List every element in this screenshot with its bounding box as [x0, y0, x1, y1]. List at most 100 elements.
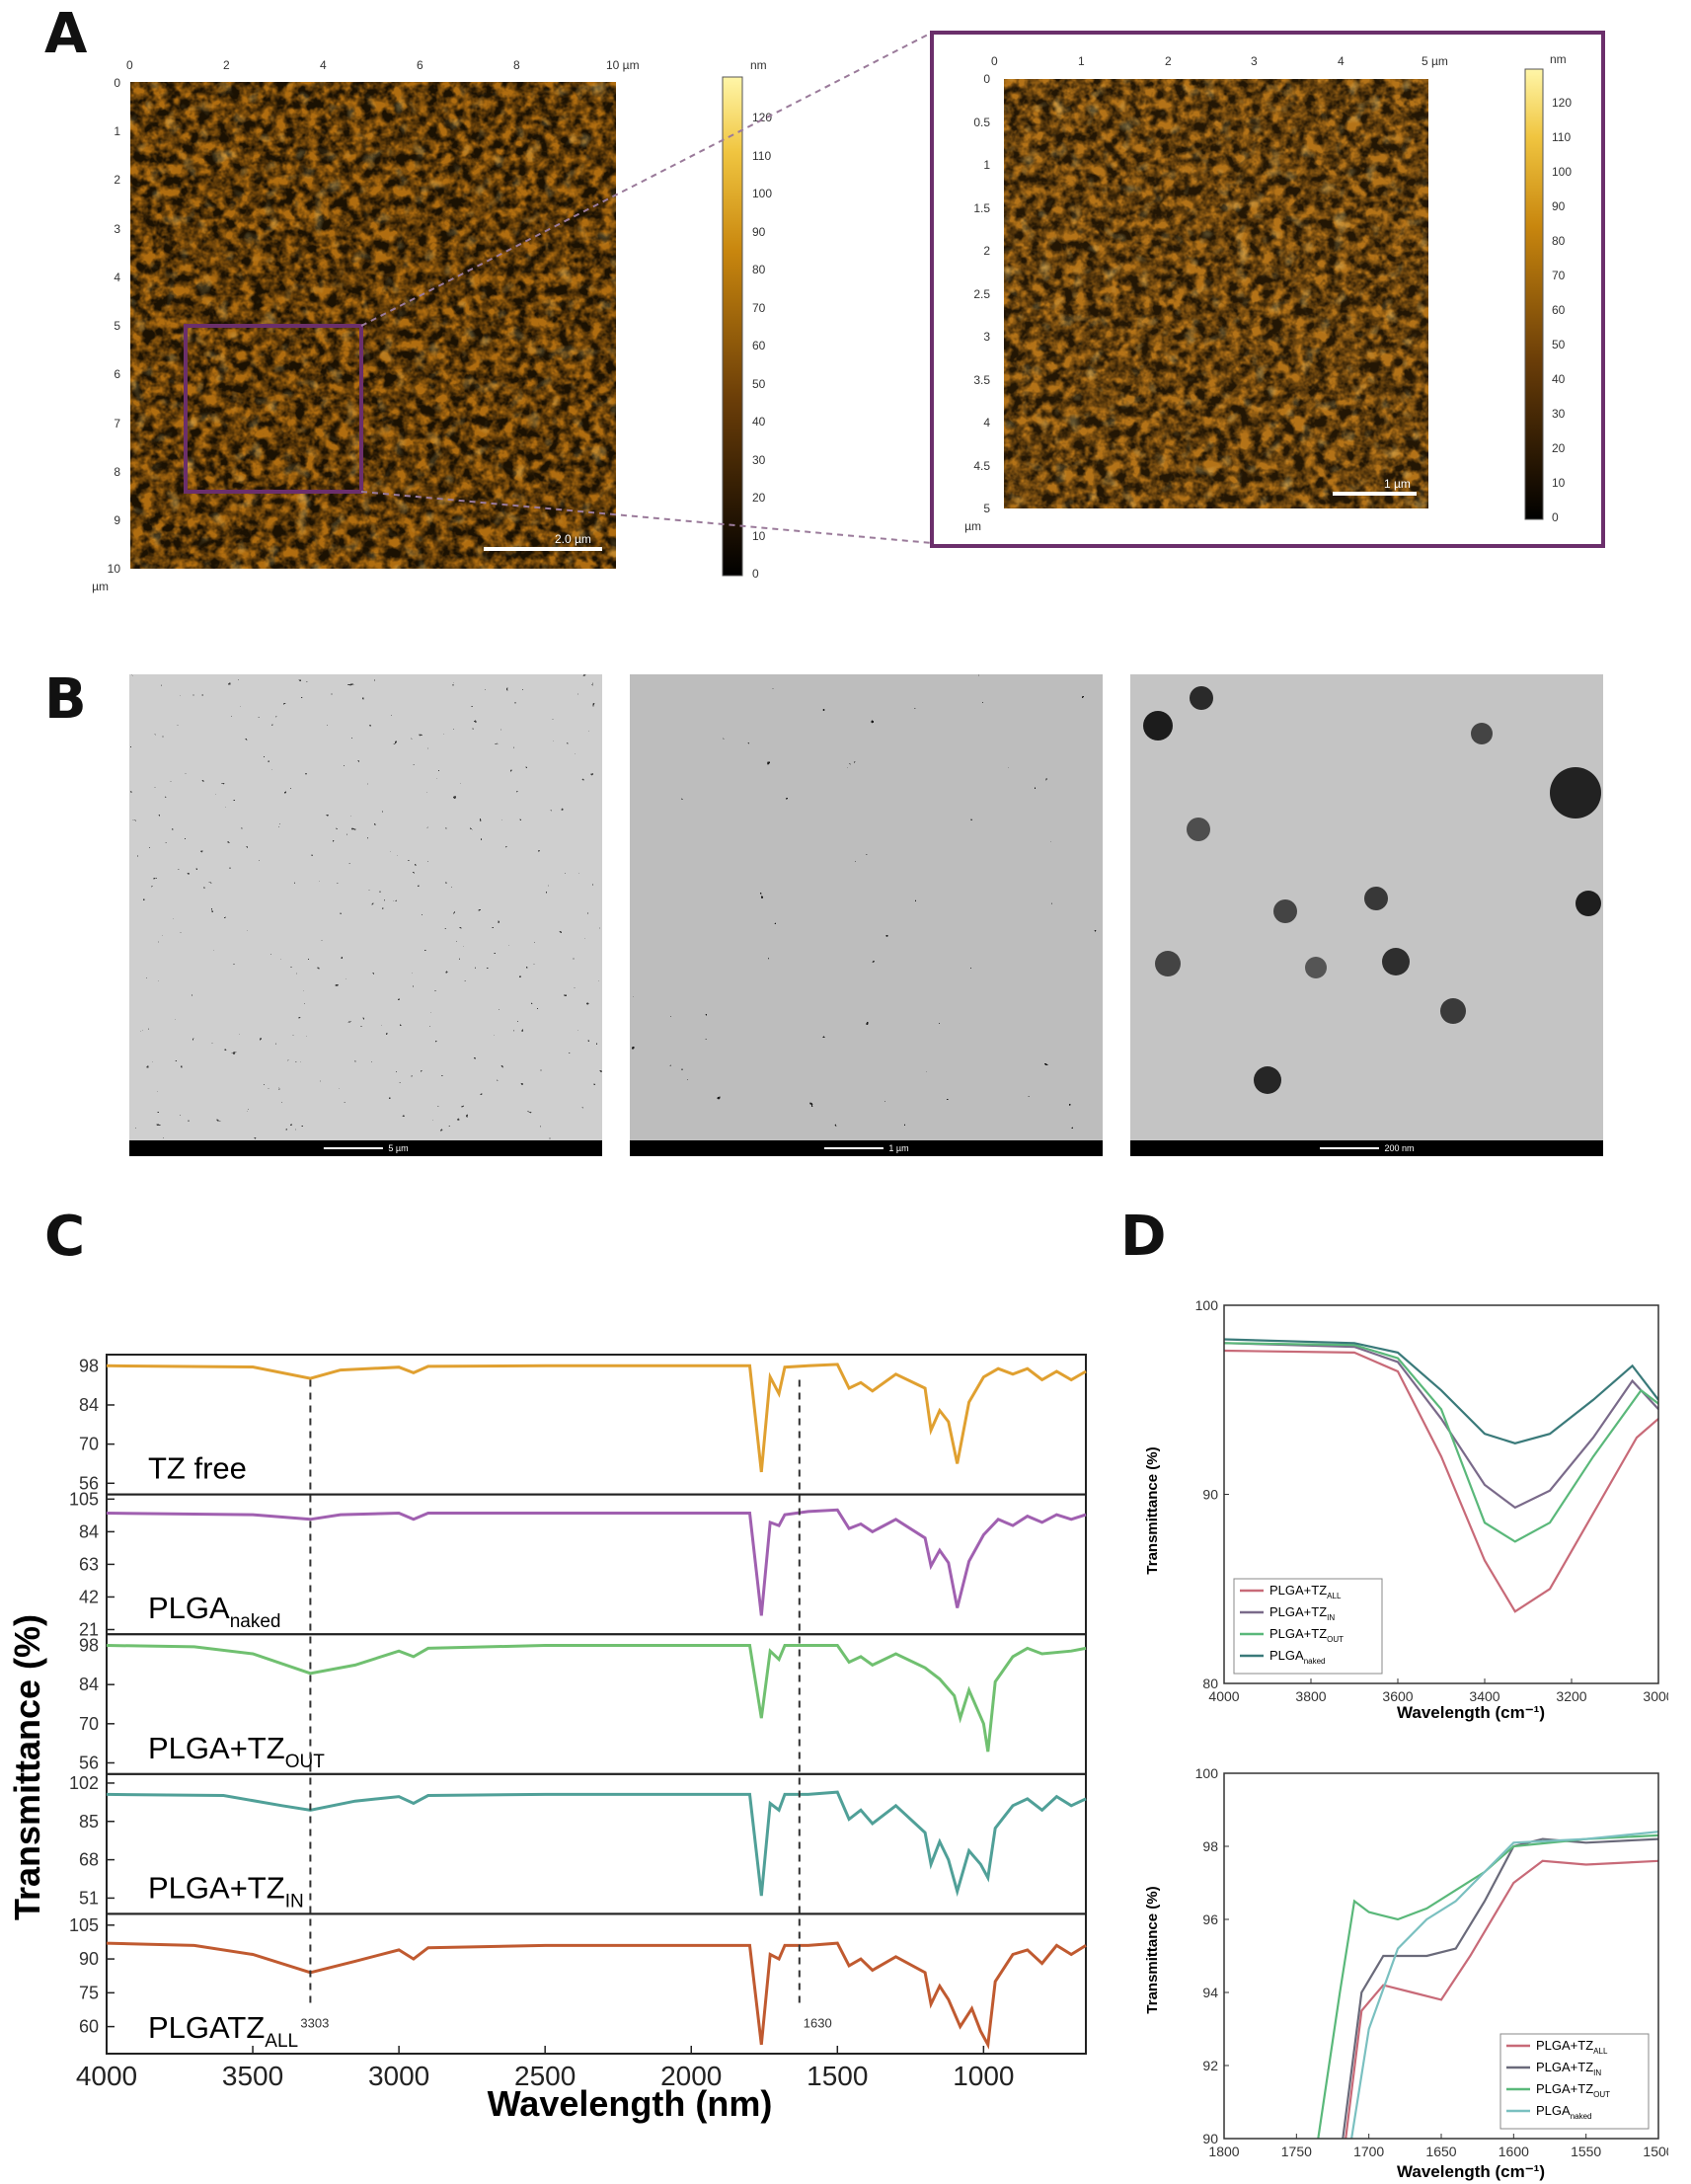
afm-left-x-ticks: 0 2 4 6 8 10 µm — [126, 58, 640, 72]
svg-text:120: 120 — [1552, 96, 1572, 110]
svg-text:0: 0 — [126, 58, 133, 72]
panel-label-b: B — [44, 667, 87, 732]
d-x-tick-label: 1750 — [1281, 2144, 1312, 2159]
svg-text:6: 6 — [417, 58, 423, 72]
d-y-tick-label: 90 — [1202, 1487, 1218, 1503]
svg-text:3: 3 — [1251, 54, 1258, 68]
afm-right-x-ticks: 0 1 2 3 4 5 µm — [991, 54, 1448, 68]
c-series-line — [106, 1508, 1087, 1616]
svg-text:10: 10 — [108, 562, 121, 576]
svg-text:0: 0 — [983, 72, 990, 86]
afm-right-scalebar: 1 µm — [1384, 477, 1411, 491]
svg-text:6: 6 — [114, 367, 120, 381]
c-marker-label: 3303 — [300, 2016, 329, 2031]
d-series-line — [1224, 1342, 1658, 1543]
d-x-tick-label: 4000 — [1208, 1688, 1239, 1704]
panel-label-d: D — [1120, 1205, 1167, 1269]
d1-y-axis-label: Transmittance (%) — [1144, 1446, 1161, 1574]
svg-text:µm: µm — [964, 519, 981, 533]
c-x-tick-label: 4000 — [76, 2061, 137, 2091]
c-y-tick-label: 70 — [79, 1714, 99, 1734]
svg-text:50: 50 — [1552, 338, 1566, 351]
svg-text:80: 80 — [1552, 234, 1566, 248]
svg-text:1: 1 — [114, 124, 120, 138]
c-x-axis-label: Wavelength (nm) — [488, 2083, 773, 2124]
svg-text:110: 110 — [1552, 130, 1571, 144]
c-x-tick-label: 2000 — [660, 2061, 722, 2091]
svg-text:4: 4 — [983, 416, 990, 429]
svg-text:1.5: 1.5 — [973, 201, 990, 215]
d-y-tick-label: 94 — [1202, 1985, 1218, 2000]
svg-text:3: 3 — [114, 222, 120, 236]
d-legend-label: PLGA+TZALL — [1536, 2038, 1608, 2056]
svg-text:100: 100 — [752, 187, 772, 200]
panel-label-c: C — [44, 1205, 86, 1269]
d-y-tick-label: 96 — [1202, 1911, 1218, 1927]
afm-left-scalebar: 2.0 µm — [555, 532, 591, 546]
d-legend-label: PLGA+TZIN — [1536, 2060, 1601, 2077]
svg-text:90: 90 — [1552, 199, 1566, 213]
svg-text:2: 2 — [983, 244, 990, 258]
svg-text:4: 4 — [1338, 54, 1345, 68]
ftir-zoom-chart-oh: Transmittance (%) Wavelength (cm⁻¹) 4000… — [1144, 1297, 1668, 1722]
c-series-line — [106, 1941, 1087, 2050]
d-y-tick-label: 80 — [1202, 1676, 1218, 1691]
svg-text:4: 4 — [320, 58, 327, 72]
svg-text:20: 20 — [1552, 441, 1566, 455]
d-y-tick-label: 92 — [1202, 2058, 1218, 2073]
c-y-tick-label: 51 — [79, 1888, 99, 1908]
d-series-line — [1224, 1349, 1658, 1613]
panel-label-a: A — [44, 2, 88, 66]
c-series-line — [106, 1644, 1087, 1753]
svg-text:µm: µm — [92, 580, 109, 593]
svg-text:10 µm: 10 µm — [606, 58, 640, 72]
d-plot-frame — [1223, 1304, 1659, 1684]
c-y-tick-label: 85 — [79, 1812, 99, 1832]
c-y-tick-label: 60 — [79, 2017, 99, 2037]
d-x-tick-label: 1550 — [1571, 2144, 1601, 2159]
afm-left-y-ticks: 0 1 2 3 4 5 6 7 8 9 10 µm — [92, 76, 120, 593]
svg-text:3.5: 3.5 — [973, 373, 990, 387]
tem-scalebar-3: 200 nm — [1384, 1143, 1415, 1153]
afm-map-left: 2.0 µm — [130, 82, 616, 569]
d2-y-axis-label: Transmittance (%) — [1144, 1886, 1161, 2013]
d-series-line — [1317, 1833, 1658, 2139]
c-y-tick-label: 102 — [69, 1773, 99, 1793]
svg-text:5 µm: 5 µm — [1422, 54, 1448, 68]
c-x-tick-label: 3500 — [222, 2061, 283, 2091]
svg-text:70: 70 — [752, 301, 766, 315]
c-y-tick-label: 70 — [79, 1435, 99, 1454]
c-subplot-frame — [106, 1354, 1087, 1496]
d2-x-axis-label: Wavelength (cm⁻¹) — [1397, 2162, 1545, 2181]
svg-text:7: 7 — [114, 417, 120, 430]
c-y-tick-label: 84 — [79, 1675, 99, 1694]
svg-text:5: 5 — [114, 319, 120, 333]
svg-text:4.5: 4.5 — [973, 459, 990, 473]
d-legend-label: PLGA+TZOUT — [1536, 2081, 1610, 2099]
d-y-tick-label: 90 — [1202, 2131, 1218, 2146]
c-series-label: PLGATZALL — [148, 2010, 298, 2052]
c-y-tick-label: 75 — [79, 1983, 99, 2002]
svg-text:3: 3 — [983, 330, 990, 344]
c-series-label: TZ free — [148, 1451, 247, 1486]
svg-text:100: 100 — [1552, 165, 1572, 179]
d-y-tick-label: 100 — [1195, 1297, 1219, 1313]
c-x-tick-label: 1000 — [953, 2061, 1014, 2091]
c-series-label: PLGAnaked — [148, 1591, 281, 1632]
svg-text:120: 120 — [752, 111, 772, 124]
ftir-zoom-chart-co: Transmittance (%) Wavelength (cm⁻¹) 1800… — [1144, 1765, 1668, 2181]
d-legend-label: PLGA+TZIN — [1269, 1604, 1335, 1622]
c-marker-label: 1630 — [804, 2016, 832, 2031]
tem-image-mid-mag: 1 µm — [630, 674, 1103, 1156]
d-x-tick-label: 1800 — [1208, 2144, 1239, 2159]
svg-text:90: 90 — [752, 225, 766, 239]
d-series-line — [1345, 1859, 1658, 2139]
afm-panel: 2.0 µm 0 2 4 6 8 10 µm 0 1 2 3 4 5 6 7 8… — [92, 31, 1605, 593]
svg-text:60: 60 — [1552, 303, 1566, 317]
c-y-tick-label: 84 — [79, 1395, 99, 1415]
d-legend-label: PLGAnaked — [1269, 1648, 1325, 1666]
d-legend-label: PLGA+TZALL — [1269, 1583, 1342, 1600]
svg-text:30: 30 — [1552, 407, 1566, 421]
c-series-label: PLGA+TZOUT — [148, 1731, 325, 1772]
svg-text:8: 8 — [114, 465, 120, 479]
